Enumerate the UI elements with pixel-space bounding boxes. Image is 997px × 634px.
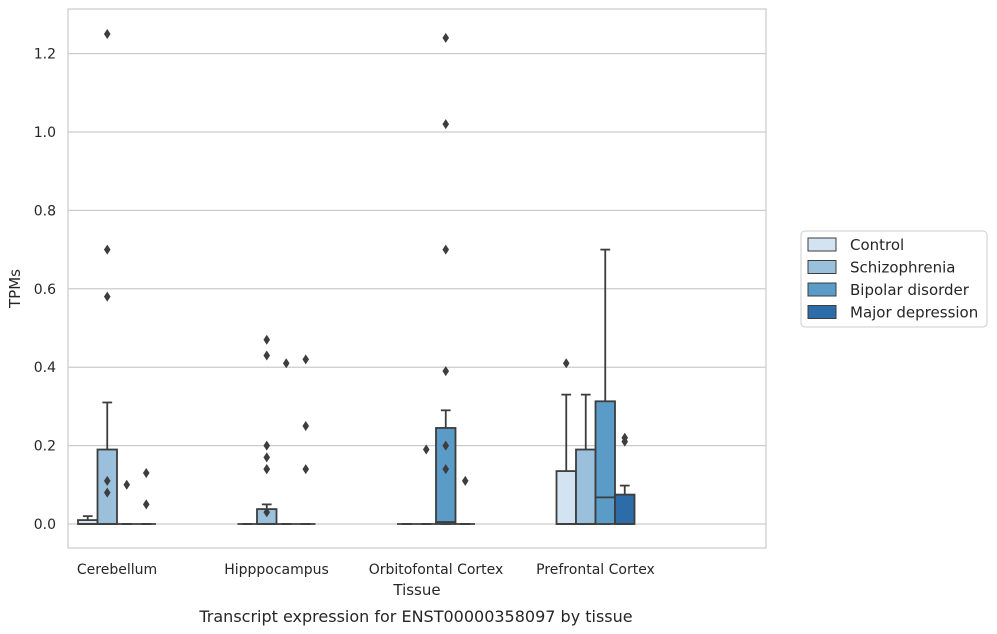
box-body [614,493,636,525]
outlier-point [442,464,450,475]
outlier-point [103,475,111,486]
outlier-point [103,244,111,255]
outlier-point [562,358,570,369]
box-body [555,470,577,525]
box-0-1 [96,29,118,525]
legend-label: Major depression [850,304,978,322]
box-1-1 [256,334,278,525]
outlier-point [621,436,629,447]
legend-label: Control [850,236,904,254]
y-tick-label: 0.6 [34,282,56,298]
x-tick-label: Orbitofontal Cortex [369,562,504,578]
outlier-point [282,358,290,369]
outlier-point [263,440,271,451]
legend-label: Bipolar disorder [850,281,970,299]
outlier-point [103,291,111,302]
outlier-point [302,421,310,431]
box-1-3 [296,354,316,525]
x-tick-labels: Cerebellum Hipppocampus Orbitofontal Corte… [77,562,655,578]
box-3-2 [594,248,616,525]
legend-swatch [807,237,837,252]
x-axis-title: Tissue [392,581,440,599]
y-tick-labels: 0.0 0.2 0.4 0.6 0.8 1.0 1.2 [34,47,56,533]
box-body [435,427,457,525]
outlier-point [422,444,430,455]
boxes-layer [77,29,636,525]
y-axis-title: TPMs [6,269,24,309]
outlier-point [442,119,450,130]
outlier-point [442,366,450,377]
outlier-point [442,440,450,451]
y-tick-label: 1.2 [34,47,56,63]
legend-swatch [807,305,837,319]
grid-lines [68,52,766,525]
box-body [594,400,616,525]
box-2-1 [416,444,436,525]
outlier-point [461,475,469,486]
box-3-3 [614,432,636,525]
outlier-point [103,29,111,39]
box-0-0 [77,515,99,525]
box-body [96,448,118,525]
outlier-point [263,334,271,345]
box-0-2 [117,479,137,525]
x-tick-label: Cerebellum [77,562,157,578]
x-tick-label: Prefrontal Cortex [536,562,655,578]
outlier-point [142,468,150,479]
outlier-point [103,487,111,498]
outlier-point [302,464,310,475]
box-3-1 [575,393,597,525]
y-tick-label: 0.2 [34,439,56,455]
box-3-0 [555,358,577,525]
box-1-2 [276,358,296,525]
outlier-point [302,354,310,365]
legend-label: Schizophrenia [850,259,955,277]
outlier-point [263,452,271,463]
outlier-point [263,507,271,518]
y-tick-label: 0.4 [34,360,56,376]
plot-frame [67,8,767,549]
chart-caption: Transcript expression for ENST0000035809… [198,607,632,626]
legend-frame [800,230,988,328]
box-2-3 [455,475,475,525]
outlier-point [142,499,150,510]
outlier-point [442,32,450,43]
outlier-point [263,350,271,361]
legend-swatch [807,260,837,274]
box-0-3 [136,468,156,525]
legend-swatch [807,282,837,297]
legend: Control Schizophrenia Bipolar disorder Majo… [800,230,988,328]
outlier-point [123,479,131,490]
y-tick-label: 0.8 [34,203,56,219]
box-2-2 [435,32,457,525]
outlier-point [442,244,450,255]
outlier-point [263,464,271,475]
y-tick-label: 0.0 [34,517,56,533]
x-tick-label: Hipppocampus [224,562,329,578]
box-body [575,448,597,525]
y-tick-label: 1.0 [34,125,56,141]
